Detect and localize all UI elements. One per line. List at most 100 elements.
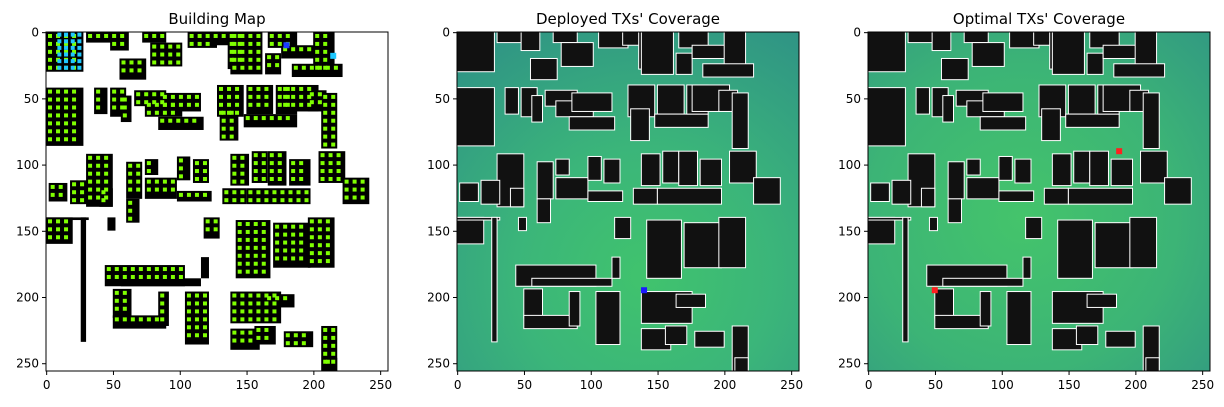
candidate-marker — [64, 105, 69, 110]
candidate-marker — [237, 269, 242, 274]
candidate-marker — [277, 176, 282, 181]
selected-point — [283, 42, 290, 49]
y-tick-label: 200 — [838, 291, 861, 305]
candidate-marker — [152, 52, 157, 57]
candidate-marker — [72, 129, 77, 134]
candidate-marker — [112, 97, 117, 102]
candidate-marker — [154, 102, 159, 107]
x-tick-label: 100 — [169, 378, 192, 392]
candidate-marker — [128, 200, 133, 205]
candidate-marker — [232, 171, 237, 176]
selected-marker — [57, 52, 62, 57]
candidate-marker — [331, 126, 336, 131]
candidate-marker — [317, 259, 322, 264]
candidate-marker — [272, 317, 277, 322]
building — [868, 216, 912, 221]
candidate-marker — [197, 41, 202, 46]
candidate-marker — [256, 86, 261, 91]
candidate-marker — [229, 126, 234, 131]
candidate-marker — [56, 49, 61, 54]
candidate-marker — [291, 94, 296, 99]
building — [568, 116, 616, 131]
candidate-marker — [194, 161, 199, 166]
candidate-marker — [291, 169, 296, 174]
candidate-marker — [72, 41, 77, 46]
building — [753, 177, 781, 205]
candidate-marker — [299, 102, 304, 107]
candidate-marker — [213, 227, 218, 232]
building — [694, 330, 725, 348]
candidate-marker — [186, 102, 191, 107]
x-tick-label: 250 — [369, 378, 392, 392]
candidate-marker — [72, 105, 77, 110]
candidate-marker — [264, 102, 269, 107]
candidate-marker — [114, 298, 119, 303]
building — [1014, 158, 1032, 184]
building — [457, 87, 495, 147]
candidate-marker — [267, 63, 272, 68]
candidate-marker — [315, 57, 320, 62]
candidate-marker — [202, 169, 207, 174]
building — [1102, 44, 1139, 59]
y-tick-label: 50 — [846, 92, 861, 106]
candidate-marker — [253, 161, 258, 166]
building — [536, 161, 554, 200]
candidate-marker — [72, 137, 77, 142]
candidate-marker — [170, 187, 175, 192]
candidate-marker — [288, 198, 293, 203]
candidate-marker — [256, 317, 261, 322]
candidate-marker — [146, 187, 151, 192]
building — [1065, 113, 1120, 128]
candidate-marker — [162, 187, 167, 192]
candidate-marker — [352, 187, 357, 192]
building — [902, 216, 909, 343]
candidate-marker — [213, 219, 218, 224]
building — [457, 32, 495, 73]
candidate-marker — [323, 33, 328, 38]
building — [971, 42, 1005, 67]
candidate-marker — [154, 110, 159, 115]
building — [1075, 325, 1099, 346]
candidate-marker — [120, 97, 125, 102]
building — [891, 179, 912, 205]
selected-point — [330, 52, 337, 59]
candidate-marker — [317, 100, 322, 105]
building — [1043, 187, 1069, 205]
candidate-marker — [283, 224, 288, 229]
candidate-marker — [101, 190, 106, 195]
selected-marker — [57, 32, 62, 37]
candidate-marker — [72, 182, 77, 187]
candidate-marker — [261, 237, 266, 242]
candidate-marker — [232, 198, 237, 203]
candidate-marker — [283, 296, 288, 301]
candidate-marker — [205, 33, 210, 38]
candidate-marker — [221, 110, 226, 115]
candidate-marker — [160, 100, 165, 105]
building — [915, 87, 930, 115]
x-tick-label: 50 — [106, 378, 121, 392]
candidate-marker — [277, 86, 282, 91]
candidate-marker — [130, 317, 135, 322]
candidate-marker — [48, 49, 53, 54]
candidate-marker — [237, 229, 242, 234]
candidate-marker — [245, 237, 250, 242]
candidate-marker — [232, 309, 237, 314]
candidate-marker — [144, 100, 149, 105]
selected-marker — [64, 39, 69, 44]
candidate-marker — [232, 179, 237, 184]
candidate-marker — [264, 86, 269, 91]
candidate-marker — [264, 309, 269, 314]
candidate-marker — [315, 49, 320, 54]
candidate-marker — [296, 190, 301, 195]
candidate-marker — [137, 60, 142, 65]
building — [966, 158, 981, 176]
candidate-marker — [253, 176, 258, 181]
candidate-marker — [261, 161, 266, 166]
candidate-marker — [256, 335, 261, 340]
building — [868, 216, 896, 245]
candidate-marker — [333, 65, 338, 70]
candidate-marker — [186, 333, 191, 338]
candidate-marker — [58, 192, 63, 197]
candidate-marker — [323, 327, 328, 332]
candidate-marker — [320, 169, 325, 174]
